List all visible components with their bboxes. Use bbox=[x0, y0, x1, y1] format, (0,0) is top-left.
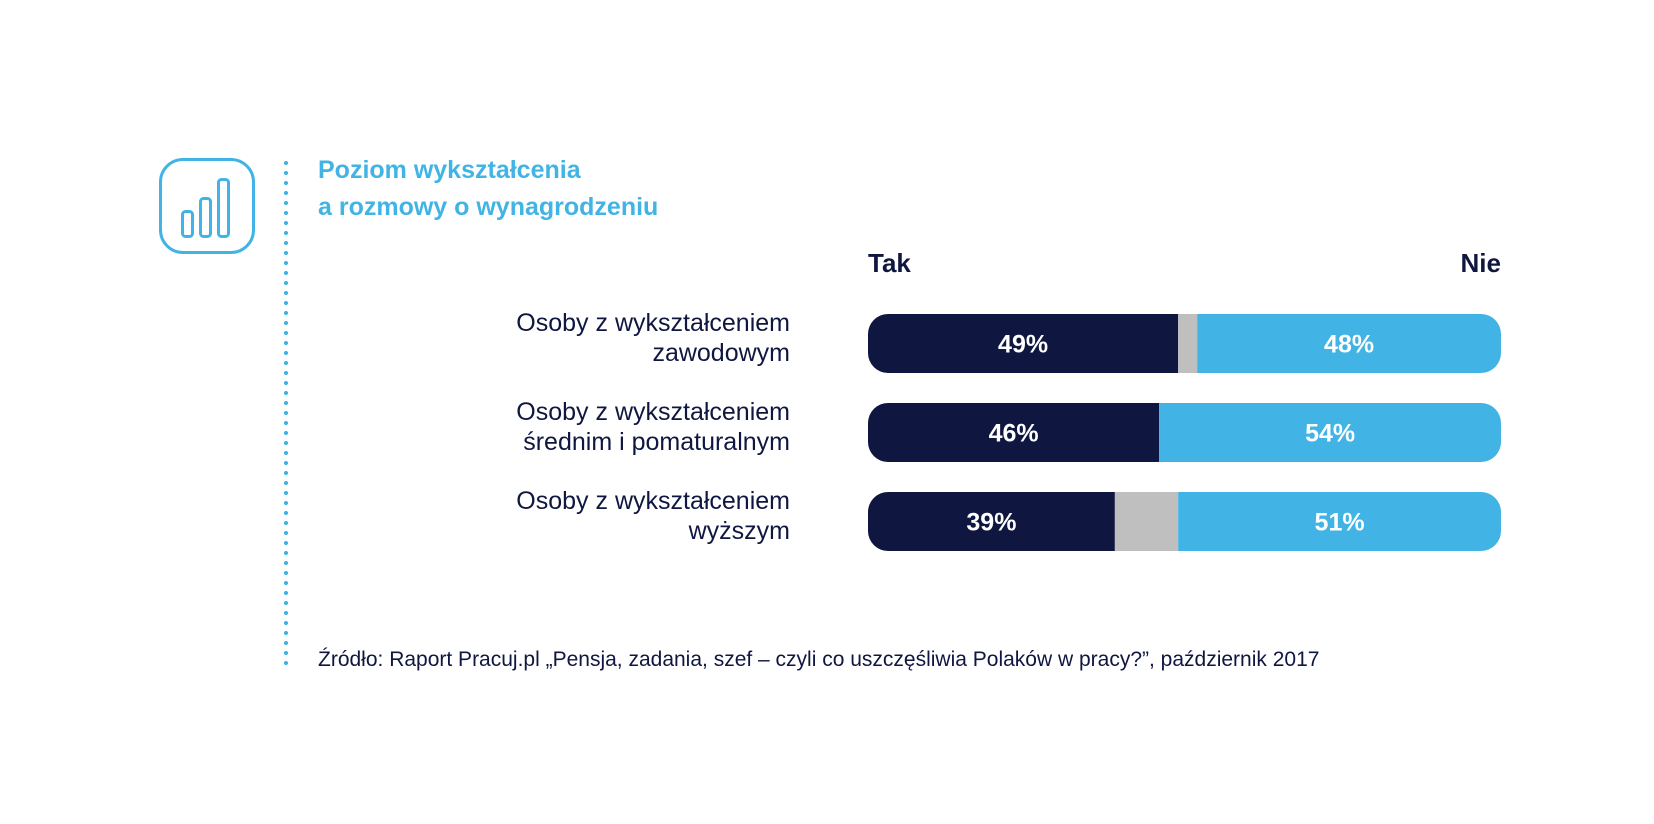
chart-title: Poziom wykształcenia a rozmowy o wynagro… bbox=[318, 152, 658, 226]
legend-nie: Nie bbox=[1460, 248, 1501, 278]
bar-segment-nie-2 bbox=[1159, 403, 1501, 462]
source-note: Źródło: Raport Pracuj.pl „Pensja, zadani… bbox=[318, 648, 1320, 671]
row-label-3-line-2: wyższym bbox=[688, 517, 790, 545]
data-label-tak-3: 39% bbox=[966, 509, 1016, 537]
bar-segment-nie-3 bbox=[1178, 492, 1501, 551]
legend-tak: Tak bbox=[868, 248, 911, 278]
data-label-nie-1: 48% bbox=[1324, 331, 1374, 359]
bar-row-2 bbox=[868, 403, 1501, 462]
row-label-2: Osoby z wykształceniem średnim i pomatur… bbox=[370, 397, 790, 457]
row-label-1-line-2: zawodowym bbox=[652, 339, 790, 367]
chart-title-line-2: a rozmowy o wynagrodzeniu bbox=[318, 193, 659, 221]
bar-segment-tak-2 bbox=[868, 403, 1160, 462]
bar-segment-tak-3 bbox=[868, 492, 1115, 551]
chart-title-line-1: Poziom wykształcenia bbox=[318, 156, 581, 184]
dotted-divider bbox=[284, 158, 288, 670]
bar-chart-icon bbox=[159, 158, 255, 254]
row-label-3-line-1: Osoby z wykształceniem bbox=[516, 487, 790, 515]
row-label-3: Osoby z wykształceniem wyższym bbox=[370, 486, 790, 546]
bar-segment-tak-1 bbox=[868, 314, 1179, 373]
bar-segment-other-3 bbox=[1114, 492, 1179, 551]
data-label-nie-3: 51% bbox=[1315, 509, 1365, 537]
data-label-tak-2: 46% bbox=[989, 420, 1039, 448]
row-label-2-line-2: średnim i pomaturalnym bbox=[523, 428, 790, 456]
data-label-nie-2: 54% bbox=[1305, 420, 1355, 448]
row-label-2-line-1: Osoby z wykształceniem bbox=[516, 398, 790, 426]
bar-segment-other-1 bbox=[1178, 314, 1198, 373]
bar-segment-nie-1 bbox=[1197, 314, 1501, 373]
data-label-tak-1: 49% bbox=[998, 331, 1048, 359]
row-label-1-line-1: Osoby z wykształceniem bbox=[516, 309, 790, 337]
bar-row-3 bbox=[868, 492, 1501, 551]
bar-row-1 bbox=[868, 314, 1501, 373]
row-label-1: Osoby z wykształceniem zawodowym bbox=[370, 308, 790, 368]
